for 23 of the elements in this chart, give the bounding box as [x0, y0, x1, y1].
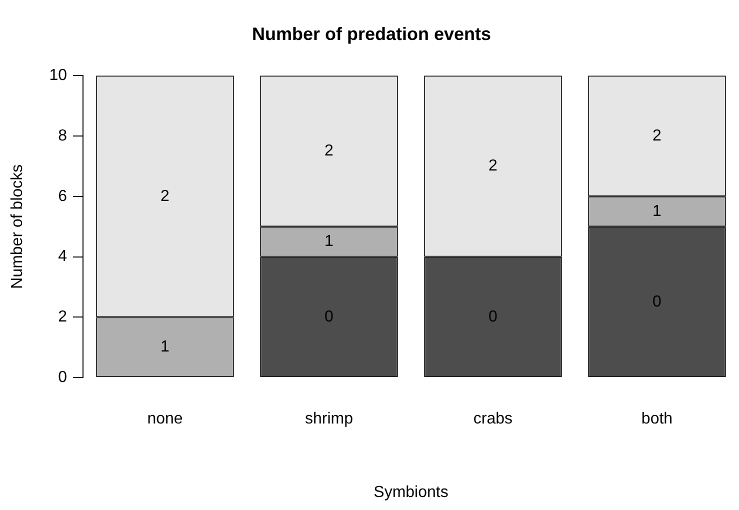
text: 2 — [488, 158, 498, 175]
chart-title: Number of predation events — [252, 24, 492, 44]
x-tick-label: crabs — [473, 410, 513, 428]
y-tick-label: 0 — [58, 369, 68, 386]
text: 2 — [324, 142, 334, 160]
x-tick-label: shrimp — [304, 410, 354, 428]
y-tick-label: 6 — [58, 188, 68, 205]
series-label: 1 — [324, 233, 334, 250]
x-tick-label: both — [641, 410, 673, 428]
text: 2 — [160, 188, 170, 205]
y-tick-label: 4 — [58, 248, 68, 266]
text: 1 — [160, 338, 170, 356]
y-tick-label: 10 — [49, 67, 68, 84]
y-tick-label: 2 — [58, 308, 68, 326]
text: 1 — [652, 202, 662, 220]
x-tick-label: none — [147, 410, 183, 428]
series-label: 2 — [652, 127, 662, 144]
series-label: 0 — [324, 308, 334, 326]
text: 0 — [652, 293, 662, 310]
y-axis-title: Number of blocks — [9, 164, 26, 289]
text: 0 — [488, 308, 498, 326]
y-tick-label: 8 — [58, 127, 68, 144]
x-axis-title: Symbionts — [374, 484, 448, 501]
